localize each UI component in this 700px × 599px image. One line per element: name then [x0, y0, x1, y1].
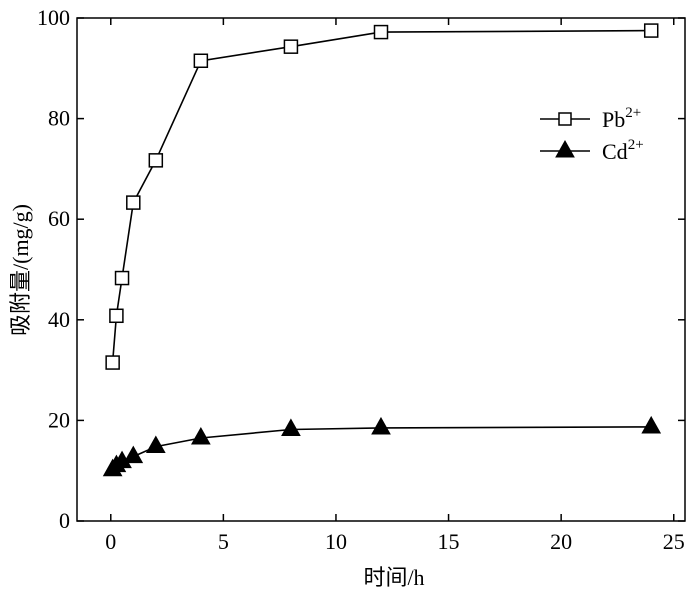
legend-marker-pb — [558, 112, 572, 126]
y-tick-label: 20 — [48, 407, 70, 432]
y-tick-label: 80 — [48, 106, 70, 131]
data-point-cd — [145, 435, 166, 454]
data-point-pb — [148, 153, 164, 168]
x-tick-label: 25 — [663, 529, 685, 554]
y-tick-label: 100 — [37, 5, 70, 30]
data-point-pb — [193, 53, 209, 69]
x-tick-label: 10 — [325, 529, 347, 554]
y-tick-label: 60 — [48, 206, 70, 231]
data-point-cd — [281, 418, 301, 436]
legend-marker-cd — [555, 139, 575, 158]
data-point-cd — [123, 445, 144, 464]
y-tick-label: 0 — [59, 508, 70, 533]
series-layer — [102, 23, 662, 477]
x-tick-label: 5 — [218, 529, 229, 554]
x-tick-label: 15 — [438, 529, 460, 554]
data-point-pb — [114, 270, 130, 286]
legend-label-cd: Cd2+ — [602, 137, 644, 164]
x-tick-label: 20 — [550, 529, 572, 554]
plot-frame — [76, 17, 686, 522]
data-point-pb — [283, 39, 299, 54]
x-axis-title: 时间/h — [363, 565, 424, 590]
legend-label-pb: Pb2+ — [602, 105, 641, 132]
data-point-pb — [105, 355, 120, 370]
data-point-cd — [371, 416, 391, 435]
legend: Pb2+ Cd2+ — [540, 105, 644, 164]
axis-ticks: 0 5 10 15 20 25 0 20 40 60 80 100 — [37, 5, 685, 554]
x-tick-label: 0 — [105, 529, 116, 554]
data-point-cd — [190, 426, 211, 445]
y-tick-label: 40 — [48, 307, 70, 332]
data-point-pb — [126, 195, 141, 210]
data-point-pb — [109, 308, 124, 324]
data-point-pb — [373, 24, 389, 40]
data-point-cd — [641, 415, 662, 434]
data-point-pb — [643, 23, 659, 38]
y-axis-title: 吸附量/(mg/g) — [8, 204, 33, 336]
series-line-pb — [111, 29, 652, 363]
